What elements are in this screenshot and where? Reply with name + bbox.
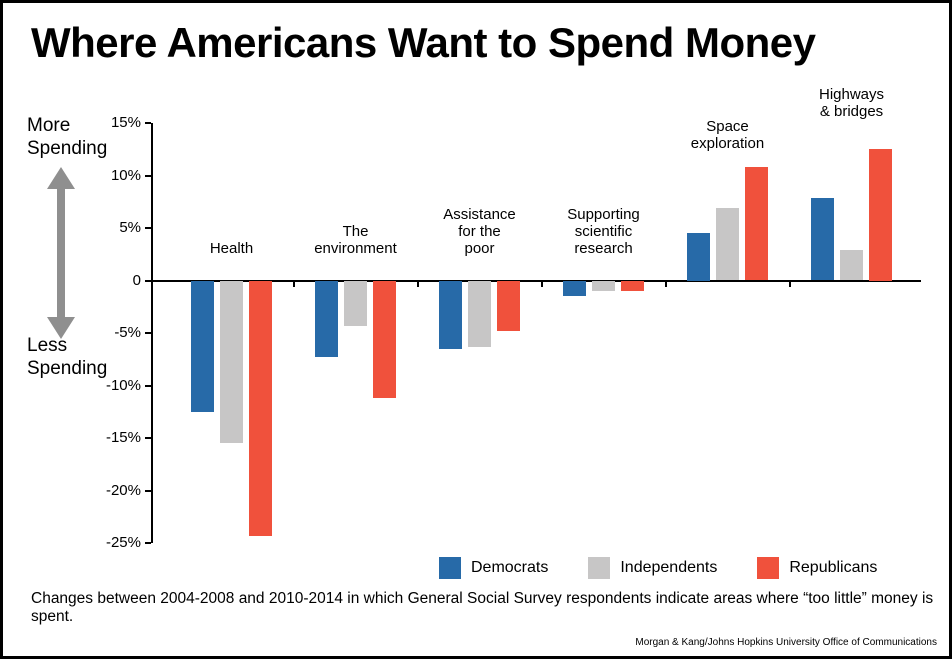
legend-swatch	[588, 557, 610, 579]
category-label: Supportingscientificresearch	[543, 206, 664, 258]
y-tick-label: -15%	[91, 429, 141, 446]
bar	[373, 281, 396, 399]
bar	[716, 208, 739, 280]
y-tick-label: 10%	[91, 167, 141, 184]
arrow-head-down	[47, 317, 75, 339]
bar	[869, 149, 892, 280]
y-tick-label: -20%	[91, 482, 141, 499]
less-spending-label: LessSpending	[27, 335, 107, 381]
legend-item: Republicans	[757, 557, 877, 579]
legend: Democrats Independents Republicans	[439, 557, 877, 579]
bar	[745, 167, 768, 280]
y-tick	[145, 175, 151, 177]
bar	[439, 281, 462, 349]
chart-plot: 15%10%5%0-5%-10%-15%-20%-25%HealthTheenv…	[151, 123, 921, 543]
legend-item: Independents	[588, 557, 717, 579]
category-label: Theenvironment	[295, 223, 416, 258]
x-tick	[789, 281, 791, 287]
caption: Changes between 2004-2008 and 2010-2014 …	[31, 590, 949, 626]
y-tick	[145, 490, 151, 492]
y-tick-label: 15%	[91, 114, 141, 131]
x-tick	[293, 281, 295, 287]
bar	[249, 281, 272, 536]
bar	[191, 281, 214, 412]
legend-swatch	[439, 557, 461, 579]
bar	[687, 233, 710, 280]
y-tick-label: -25%	[91, 534, 141, 551]
chart-frame: Where Americans Want to Spend Money More…	[0, 0, 952, 659]
arrow-shaft	[57, 187, 65, 319]
legend-label: Independents	[620, 559, 717, 577]
legend-swatch	[757, 557, 779, 579]
legend-item: Democrats	[439, 557, 548, 579]
y-tick	[145, 227, 151, 229]
x-tick	[665, 281, 667, 287]
bar	[840, 250, 863, 280]
y-tick	[145, 385, 151, 387]
bar	[220, 281, 243, 444]
bar	[621, 281, 644, 292]
y-tick-label: 5%	[91, 219, 141, 236]
bar	[344, 281, 367, 326]
bar	[468, 281, 491, 347]
y-tick-label: -5%	[91, 324, 141, 341]
category-label: Spaceexploration	[667, 118, 788, 153]
y-tick	[145, 332, 151, 334]
bar	[497, 281, 520, 331]
x-tick	[417, 281, 419, 287]
bar	[811, 198, 834, 281]
legend-label: Democrats	[471, 559, 548, 577]
y-tick	[145, 542, 151, 544]
bar	[592, 281, 615, 292]
category-label: Assistancefor thepoor	[419, 206, 540, 258]
chart-title: Where Americans Want to Spend Money	[31, 19, 816, 67]
bar	[563, 281, 586, 297]
category-label: Highways& bridges	[791, 86, 912, 121]
y-tick	[145, 437, 151, 439]
less-spending-text: LessSpending	[27, 335, 107, 379]
y-axis	[151, 123, 153, 543]
x-tick	[541, 281, 543, 287]
credit: Morgan & Kang/Johns Hopkins University O…	[635, 637, 937, 648]
y-tick-label: -10%	[91, 377, 141, 394]
y-tick	[145, 122, 151, 124]
bar	[315, 281, 338, 358]
legend-label: Republicans	[789, 559, 877, 577]
y-tick-label: 0	[91, 272, 141, 289]
category-label: Health	[171, 240, 292, 257]
arrow-head-up	[47, 167, 75, 189]
